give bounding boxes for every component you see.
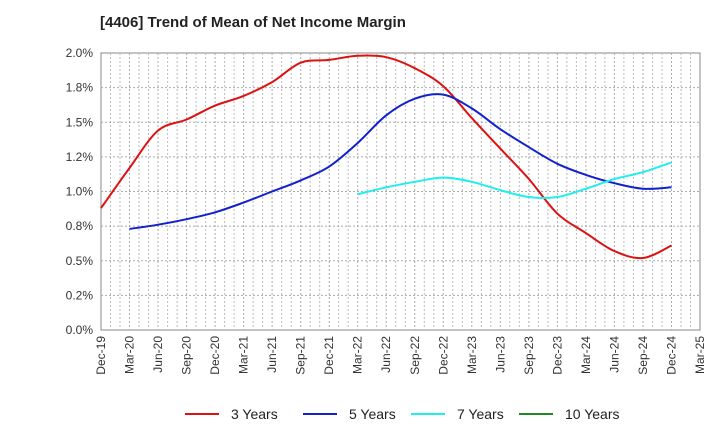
- x-tick-label: Mar-24: [579, 336, 593, 374]
- legend-swatch-10-years: [519, 413, 553, 415]
- x-axis-tick-labels: Dec-19 Mar-20 Jun-20 Sep-20 Dec-20 Mar-21 Jun-…: [94, 336, 707, 375]
- x-tick-label: Dec-24: [665, 336, 679, 375]
- x-tick-label: Mar-20: [123, 336, 137, 374]
- legend-item-5-years: 5 Years: [303, 406, 396, 422]
- legend-item-10-years: 10 Years: [519, 406, 620, 422]
- legend-swatch-3-years: [185, 413, 219, 415]
- x-tick-label: Mar-25: [693, 336, 707, 374]
- x-tick-label: Sep-20: [180, 336, 194, 375]
- x-tick-label: Sep-23: [522, 336, 536, 375]
- x-tick-label: Mar-21: [237, 336, 251, 374]
- y-tick-label: 1.8%: [66, 81, 94, 95]
- legend-label-7-years: 7 Years: [457, 406, 504, 422]
- x-tick-label: Jun-21: [265, 336, 279, 373]
- legend-label-5-years: 5 Years: [349, 406, 396, 422]
- x-tick-label: Sep-22: [408, 336, 422, 375]
- chart-title: [4406] Trend of Mean of Net Income Margi…: [100, 14, 406, 31]
- chart-legend: 3 Years 5 Years 7 Years 10 Years: [0, 406, 720, 426]
- legend-swatch-7-years: [411, 413, 445, 415]
- legend-item-3-years: 3 Years: [185, 406, 278, 422]
- y-tick-label: 1.2%: [66, 150, 94, 164]
- x-tick-label: Dec-20: [208, 336, 222, 375]
- x-tick-label: Mar-22: [351, 336, 365, 374]
- series-line-5-years: [129, 93, 672, 230]
- x-tick-label: Dec-23: [550, 336, 564, 375]
- x-tick-label: Jun-24: [607, 336, 621, 373]
- y-tick-label: 2.0%: [66, 46, 94, 60]
- legend-item-7-years: 7 Years: [411, 406, 504, 422]
- y-tick-label: 0.5%: [66, 254, 94, 268]
- y-tick-label: 1.5%: [66, 115, 94, 129]
- x-tick-label: Mar-23: [465, 336, 479, 374]
- y-tick-label: 1.0%: [66, 185, 94, 199]
- legend-label-3-years: 3 Years: [231, 406, 278, 422]
- x-tick-label: Jun-22: [379, 336, 393, 373]
- y-tick-label: 0.8%: [66, 219, 94, 233]
- series-line-3-years: [100, 54, 672, 260]
- x-tick-label: Sep-24: [636, 336, 650, 375]
- legend-label-10-years: 10 Years: [565, 406, 620, 422]
- x-tick-label: Jun-20: [151, 336, 165, 373]
- legend-swatch-5-years: [303, 413, 337, 415]
- x-tick-label: Jun-23: [493, 336, 507, 373]
- x-tick-label: Sep-21: [294, 336, 308, 375]
- series-line-7-years: [357, 161, 672, 199]
- x-tick-label: Dec-22: [436, 336, 450, 375]
- y-axis-tick-labels: 0.0% 0.2% 0.5% 0.8% 1.0% 1.2% 1.5% 1.8% 2.0%: [66, 46, 94, 337]
- y-tick-label: 0.2%: [66, 288, 94, 302]
- y-tick-label: 0.0%: [66, 323, 94, 337]
- plot-area: [100, 52, 701, 331]
- series-layer: [100, 54, 672, 260]
- x-tick-label: Dec-19: [94, 336, 108, 375]
- x-tick-label: Dec-21: [322, 336, 336, 375]
